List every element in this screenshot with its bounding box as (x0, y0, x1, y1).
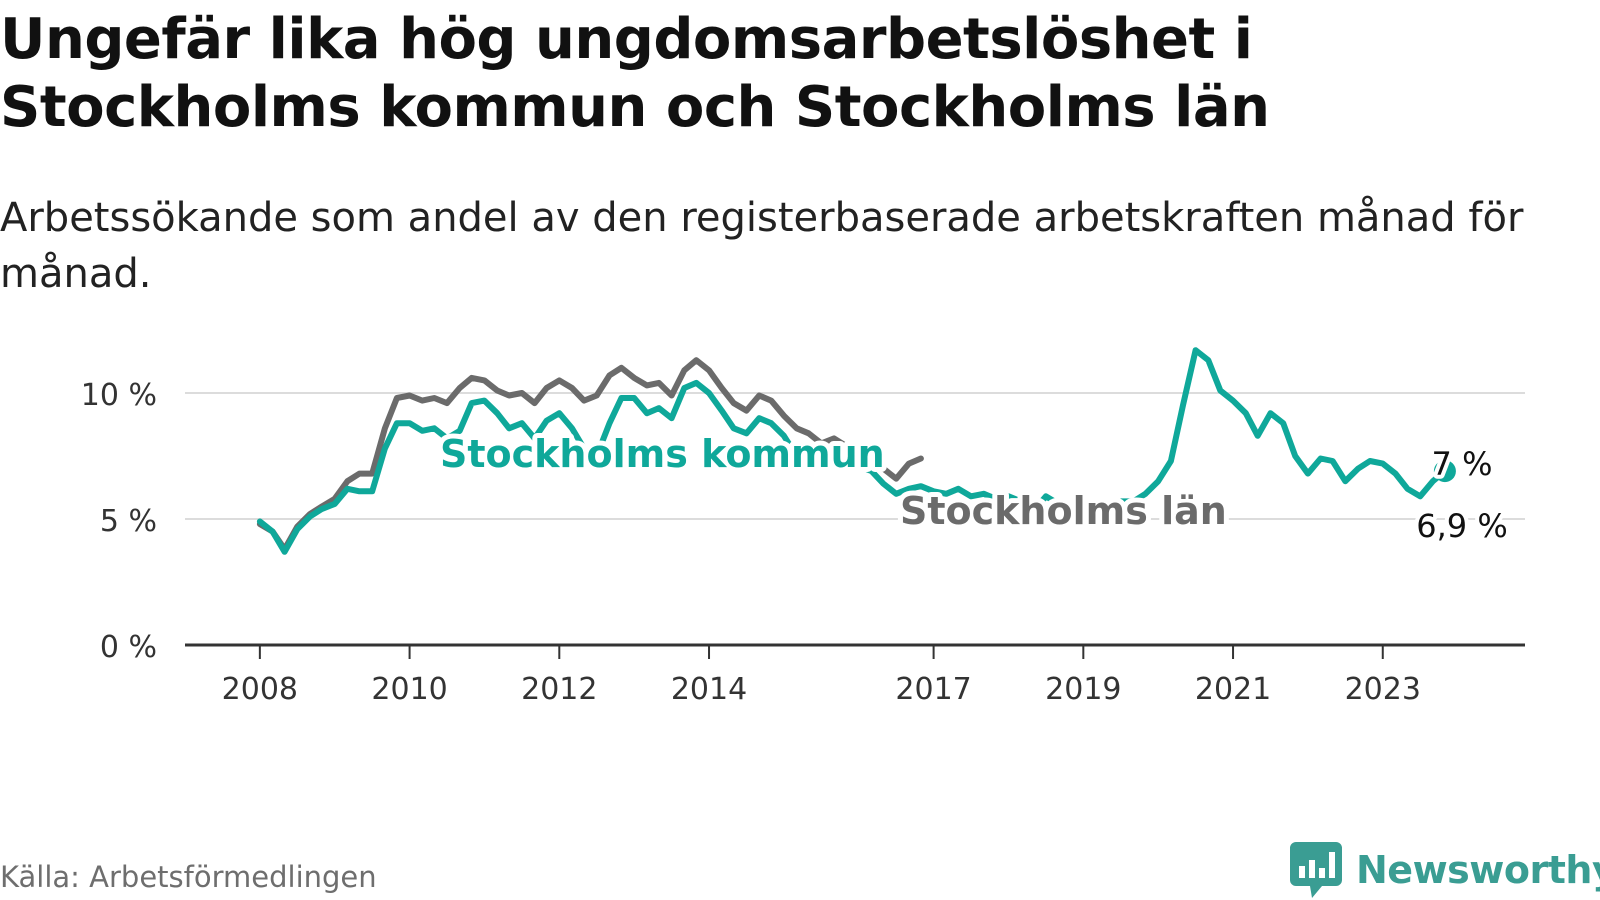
end-point-marker (1433, 460, 1456, 483)
series-line-stockholms-kommun (256, 347, 1448, 555)
end-label-stockholms-kommun: 6,9 % (1416, 507, 1507, 545)
series-label-stockholms-kommun: Stockholms kommun (440, 432, 885, 476)
x-tick-label: 2019 (1045, 672, 1121, 707)
series-labels: Stockholms kommun Stockholms län 7 % 6,9 % (435, 427, 1512, 549)
y-tick-label: 5 % (100, 504, 157, 539)
chart-subtitle: Arbetssökande som andel av den registerb… (0, 195, 1524, 297)
y-tick-label: 0 % (100, 630, 157, 665)
x-tick-label: 2010 (371, 672, 447, 707)
x-tick-label: 2021 (1195, 672, 1271, 707)
x-tick-label: 2017 (895, 672, 971, 707)
brand-name: Newsworthy (1356, 848, 1600, 892)
series-label-stockholms-lan: Stockholms län (900, 489, 1227, 533)
source-note: Källa: Arbetsförmedlingen (0, 860, 377, 894)
x-tick-label: 2008 (222, 672, 298, 707)
newsworthy-logo-icon (1290, 842, 1342, 898)
series-line-stockholms-lan (256, 357, 924, 553)
y-tick-label: 10 % (81, 378, 157, 413)
brand-logo: Newsworthy (1290, 840, 1600, 900)
x-tick-label: 2023 (1345, 672, 1421, 707)
y-axis-ticks: 0 % 5 % 10 % (81, 378, 157, 665)
chart-title: Ungefär lika hög ungdomsarbetslöshet i S… (0, 7, 1270, 140)
x-tick-label: 2012 (521, 672, 597, 707)
x-axis: 2008 2010 2012 2014 2017 2019 2021 2023 (185, 643, 1525, 707)
end-label-stockholms-lan: 7 % (1432, 445, 1493, 483)
x-tick-label: 2014 (671, 672, 747, 707)
line-chart: 0 %5 %10 % 2008 2010 2012 2014 2017 2019 2021 2… (81, 347, 1525, 707)
series-lines (256, 347, 1448, 555)
